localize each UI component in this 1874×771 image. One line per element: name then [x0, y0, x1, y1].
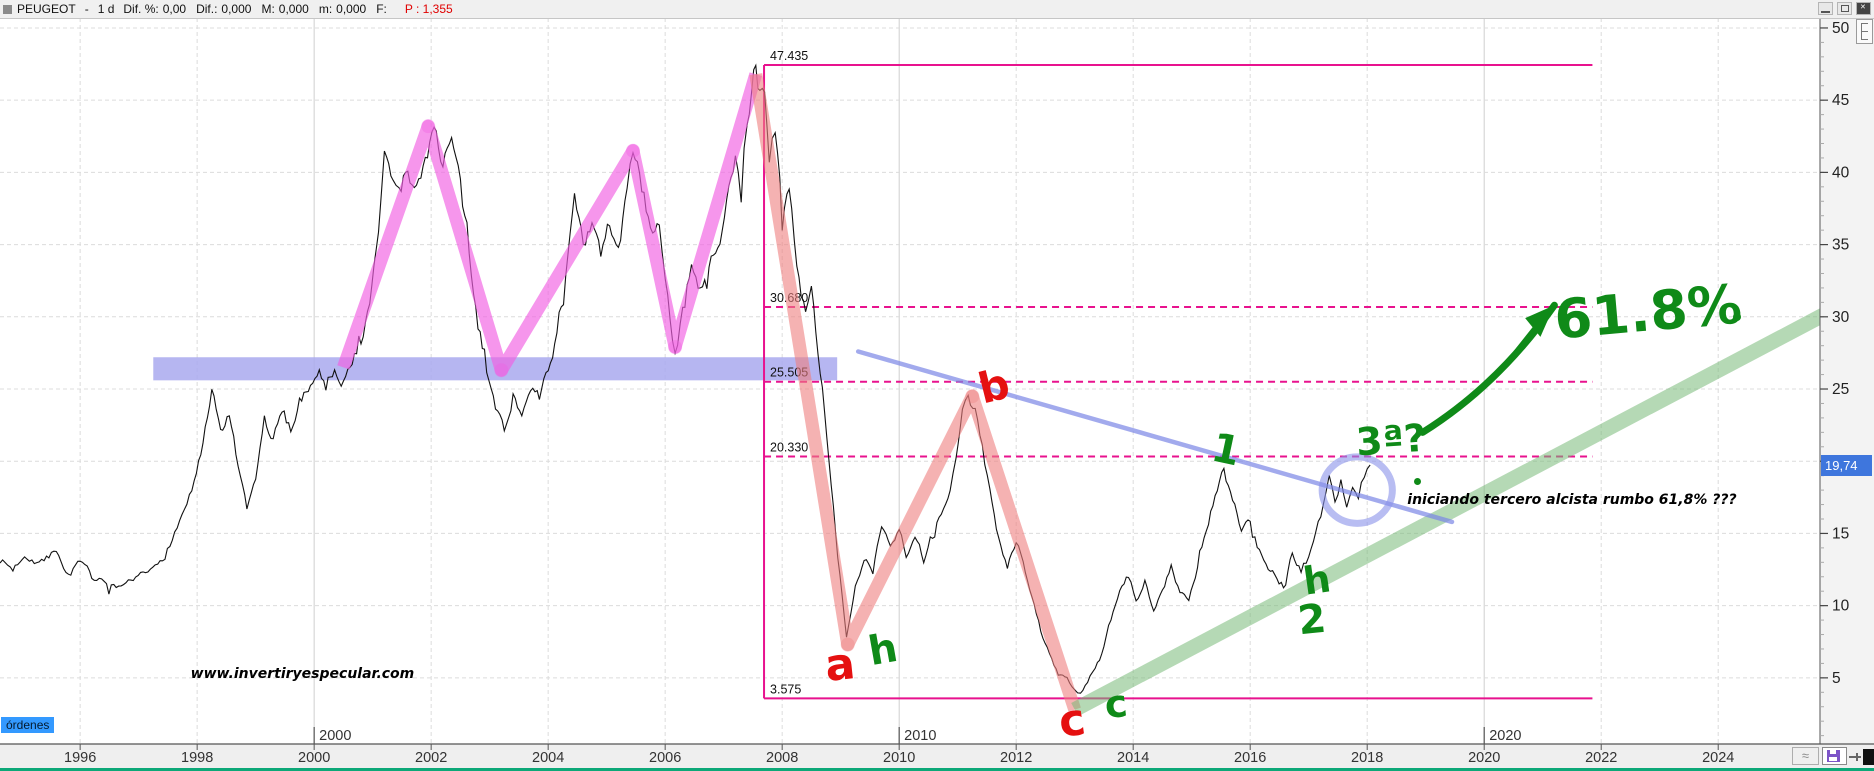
svg-text:2012: 2012: [1000, 750, 1032, 766]
svg-text:1998: 1998: [181, 750, 213, 766]
svg-text:3.575: 3.575: [770, 682, 801, 696]
svg-text:35: 35: [1832, 237, 1849, 254]
svg-text:2006: 2006: [649, 750, 681, 766]
svg-text:1996: 1996: [64, 750, 96, 766]
svg-text:2014: 2014: [1117, 750, 1149, 766]
timeframe-label: 1 d: [97, 2, 115, 16]
corner-box: [1863, 749, 1874, 765]
svg-text:50: 50: [1832, 20, 1850, 37]
svg-text:30: 30: [1832, 309, 1850, 326]
stray-dot: [1733, 313, 1741, 321]
svg-text:2024: 2024: [1702, 750, 1734, 766]
svg-text:2000: 2000: [298, 750, 330, 766]
metric-min: m: 0,000: [318, 2, 367, 16]
wave-icon: ≈: [1801, 748, 1810, 763]
minimize-icon[interactable]: [1818, 2, 1833, 15]
ruler-icon: [1861, 23, 1862, 40]
svg-text:2018: 2018: [1351, 750, 1383, 766]
svg-text:2020: 2020: [1489, 728, 1521, 744]
window-titlebar: PEUGEOT - 1 d Dif. %: 0,00 Dif.: 0,000 M: 0…: [0, 0, 1874, 19]
orders-tab[interactable]: órdenes: [1, 717, 55, 733]
svg-text:2016: 2016: [1234, 750, 1266, 766]
last-price-flash: P : 1,355: [404, 2, 453, 16]
svg-text:47.435: 47.435: [770, 49, 808, 63]
question-dot: [1414, 478, 1421, 485]
svg-text:10: 10: [1832, 598, 1850, 615]
svg-text:2010: 2010: [883, 750, 915, 766]
last-price-badge: 19,74: [1821, 455, 1872, 476]
metric-dif: Dif.: 0,000: [196, 2, 252, 16]
restore-icon[interactable]: [1837, 2, 1852, 15]
svg-text:2004: 2004: [532, 750, 564, 766]
svg-text:2022: 2022: [1585, 750, 1617, 766]
svg-text:20.330: 20.330: [770, 440, 808, 454]
symbol-title: PEUGEOT: [17, 2, 76, 16]
compress-scale-button[interactable]: ≈: [1792, 747, 1819, 765]
metric-max: M: 0,000: [261, 2, 309, 16]
chart-window-icon: [3, 4, 12, 14]
scale-settings-button[interactable]: [1856, 19, 1873, 44]
svg-text:2008: 2008: [766, 750, 798, 766]
svg-text:25: 25: [1832, 381, 1849, 398]
svg-text:45: 45: [1832, 92, 1849, 109]
svg-text:15: 15: [1832, 525, 1849, 542]
title-separator: -: [84, 2, 89, 16]
svg-text:2010: 2010: [904, 728, 936, 744]
svg-text:2002: 2002: [415, 750, 447, 766]
window-controls: [1818, 2, 1871, 15]
svg-text:40: 40: [1832, 164, 1850, 181]
svg-text:2000: 2000: [319, 728, 351, 744]
pin-icon[interactable]: [1848, 750, 1862, 764]
metric-f: F:: [376, 2, 387, 16]
close-icon[interactable]: [1856, 2, 1871, 15]
svg-text:5: 5: [1832, 670, 1841, 687]
floppy-icon: [1827, 750, 1840, 762]
svg-text:2020: 2020: [1468, 750, 1500, 766]
metric-dif-pct: Dif. %: 0,00: [123, 2, 187, 16]
save-button[interactable]: [1822, 747, 1847, 765]
